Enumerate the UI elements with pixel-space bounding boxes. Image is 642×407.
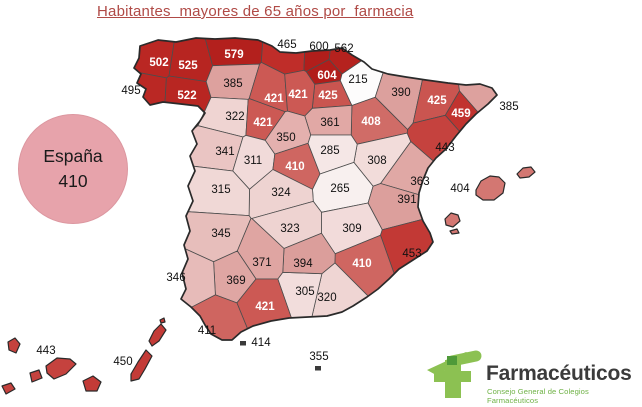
chart-title: Habitantes mayores de 65 años por farmac…	[97, 3, 414, 20]
label-ourense: 522	[177, 90, 196, 102]
label-castello-n: 363	[410, 176, 429, 188]
region-santa-cruz-de-tenerife	[7, 337, 21, 354]
label-ca-diz: 411	[198, 325, 216, 337]
label-almeri-a: 320	[317, 292, 336, 304]
label-lleida: 425	[427, 95, 447, 107]
label-a-lava: 604	[317, 70, 337, 82]
label-madrid: 410	[285, 161, 304, 173]
region-illes-balears	[516, 166, 536, 179]
label-barcelona: 459	[451, 108, 470, 120]
label-ma-laga: 421	[255, 301, 275, 313]
logo-subtitle: Consejo General de Colegios Farmacéutico…	[487, 387, 589, 405]
label-girona: 385	[499, 101, 518, 113]
peninsula-outline	[133, 37, 498, 341]
region-santa-cruz-de-tenerife	[1, 382, 16, 395]
label-valladolid: 421	[253, 117, 273, 129]
region-las-palmas	[130, 349, 153, 382]
label-granada: 305	[295, 286, 314, 298]
label-co-rdoba: 371	[252, 257, 271, 269]
region-illes-balears	[444, 212, 461, 228]
label-guadalajara: 285	[320, 145, 339, 157]
label-ciudad-real: 323	[280, 223, 299, 235]
label-huesca: 390	[391, 87, 410, 99]
label-salamanca: 341	[215, 146, 234, 158]
region-las-palmas	[148, 323, 167, 347]
label-illes-balears: 404	[450, 183, 470, 195]
label-las-palmas: 450	[113, 356, 132, 368]
label-la-rioja: 425	[318, 90, 338, 102]
label-leo-n: 385	[223, 78, 242, 90]
logo-wordmark: Farmacéuticos	[486, 362, 632, 385]
province-pontevedra	[136, 72, 167, 106]
label-burgos: 421	[288, 89, 308, 101]
label-valencia: 391	[397, 194, 416, 206]
spain-average-label: España	[43, 145, 103, 166]
spain-average-value: 410	[58, 171, 88, 191]
farmaceuticos-f-icon	[427, 350, 482, 398]
label-tarragona: 443	[435, 142, 454, 154]
label-albacete: 309	[342, 223, 361, 235]
label-zamora: 322	[225, 111, 244, 123]
label-pontevedra: 495	[121, 85, 140, 97]
label-a-corun-a: 502	[149, 57, 168, 69]
region-las-palmas	[82, 375, 102, 392]
label-palencia: 421	[264, 93, 284, 105]
label-santa-cruz-de-tenerife: 443	[36, 345, 55, 357]
label-murcia: 410	[352, 258, 371, 270]
label-zaragoza: 408	[361, 116, 381, 128]
label-melilla: 355	[309, 351, 328, 363]
label-lugo: 525	[178, 60, 198, 72]
region-santa-cruz-de-tenerife	[45, 357, 77, 380]
label-toledo: 324	[271, 187, 291, 199]
region-las-palmas	[159, 317, 166, 324]
label-bizkaia: 600	[309, 41, 328, 53]
label-sevilla: 369	[226, 275, 245, 287]
region-santa-cruz-de-tenerife	[29, 369, 43, 383]
region-illes-balears	[475, 175, 506, 201]
label-alicante: 453	[402, 248, 421, 260]
label-gipuzkoa: 562	[334, 43, 353, 55]
label-a-vila: 311	[244, 155, 262, 167]
region-illes-balears	[449, 228, 460, 235]
label-cuenca: 265	[330, 183, 349, 195]
label-badajoz: 345	[211, 228, 230, 240]
label-cantabria: 465	[277, 39, 296, 51]
label-jae-n: 394	[293, 258, 313, 270]
label-teruel: 308	[367, 155, 386, 167]
label-soria: 361	[320, 117, 339, 129]
label-navarra: 215	[348, 74, 367, 86]
marker-ceuta	[240, 341, 246, 346]
label-ca-ceres: 315	[211, 184, 230, 196]
spain-average-badge: España 410	[18, 114, 128, 224]
label-huelva: 346	[166, 272, 185, 284]
label-asturias: 579	[224, 49, 243, 61]
marker-melilla	[315, 366, 321, 371]
label-segovia: 350	[276, 132, 295, 144]
label-ceuta: 414	[251, 337, 271, 349]
